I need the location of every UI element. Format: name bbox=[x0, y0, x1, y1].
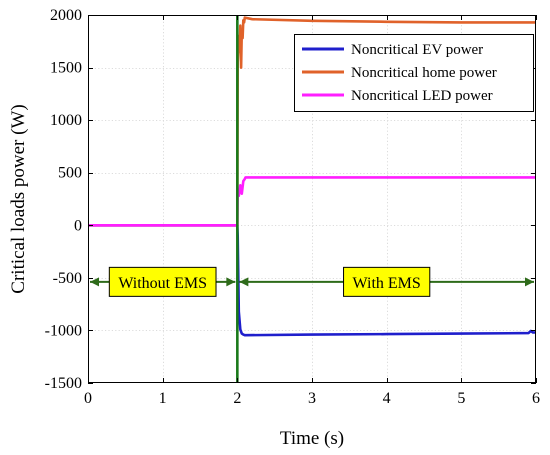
y-tick-label: 1500 bbox=[50, 60, 82, 77]
y-tick-label: -1500 bbox=[45, 375, 82, 392]
with-ems-label: With EMS bbox=[353, 275, 421, 292]
x-axis-title: Time (s) bbox=[280, 428, 344, 449]
x-tick-label: 0 bbox=[84, 390, 92, 407]
with-ems-arrowhead-right bbox=[525, 277, 534, 287]
without-ems-arrowhead-left bbox=[90, 277, 99, 287]
y-tick-label: 1000 bbox=[50, 112, 82, 129]
legend: Noncritical EV power Noncritical home pow… bbox=[294, 34, 534, 112]
without-ems-arrowhead-right bbox=[226, 277, 236, 287]
y-axis-title: Critical loads power (W) bbox=[8, 104, 29, 293]
with-ems-arrowhead-left bbox=[239, 277, 249, 287]
x-tick-label: 3 bbox=[308, 390, 316, 407]
annotation-layer: Without EMS With EMS bbox=[90, 266, 534, 297]
x-tick-label: 5 bbox=[457, 390, 465, 407]
y-tick-label: 0 bbox=[74, 217, 82, 234]
x-tick-label: 4 bbox=[383, 390, 391, 407]
with-ems-box bbox=[343, 266, 431, 297]
legend-label-noncritical-ev-power: Noncritical EV power bbox=[351, 42, 483, 58]
ticks: 0 1 2 3 4 5 6 -1500 -1000 -500 0 500 1000 1500 2000 bbox=[45, 7, 540, 407]
legend-label-noncritical-home-power: Noncritical home power bbox=[351, 65, 497, 81]
y-tick-label: -1000 bbox=[45, 322, 82, 339]
legend-label-noncritical-led-power: Noncritical LED power bbox=[351, 88, 493, 104]
y-tick-label: 500 bbox=[58, 165, 82, 182]
without-ems-box bbox=[108, 266, 217, 297]
x-tick-label: 6 bbox=[532, 390, 540, 407]
y-tick-label: 2000 bbox=[50, 7, 82, 24]
x-tick-label: 2 bbox=[233, 390, 241, 407]
x-tick-label: 1 bbox=[159, 390, 167, 407]
y-tick-label: -500 bbox=[53, 270, 82, 287]
without-ems-label: Without EMS bbox=[118, 275, 207, 292]
